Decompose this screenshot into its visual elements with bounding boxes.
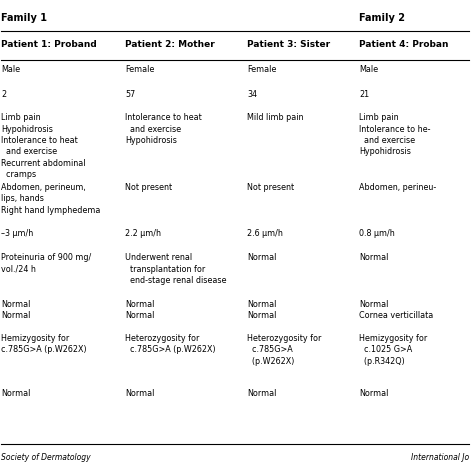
Text: Hemizygosity for
  c.1025 G>A
  (p.R342Q): Hemizygosity for c.1025 G>A (p.R342Q): [359, 334, 428, 365]
Text: Male: Male: [359, 65, 379, 74]
Text: Normal
Normal: Normal Normal: [1, 300, 31, 320]
Text: Hemizygosity for
c.785G>A (p.W262X): Hemizygosity for c.785G>A (p.W262X): [1, 334, 87, 354]
Text: Normal
Normal: Normal Normal: [247, 300, 276, 320]
Text: Normal
Cornea verticillata: Normal Cornea verticillata: [359, 300, 434, 320]
Text: Limb pain
Hypohidrosis
Intolerance to heat
  and exercise
Recurrent abdominal
  : Limb pain Hypohidrosis Intolerance to he…: [1, 113, 86, 179]
Text: Normal: Normal: [126, 389, 155, 398]
Text: Abdomen, perineum,
lips, hands
Right hand lymphedema: Abdomen, perineum, lips, hands Right han…: [1, 183, 101, 215]
Text: Society of Dermatology: Society of Dermatology: [1, 453, 91, 462]
Text: Limb pain
Intolerance to he-
  and exercise
Hypohidrosis: Limb pain Intolerance to he- and exercis…: [359, 113, 431, 156]
Text: Normal: Normal: [359, 254, 389, 263]
Text: 34: 34: [247, 90, 257, 99]
Text: Patient 4: Proban: Patient 4: Proban: [359, 40, 449, 49]
Text: Male: Male: [1, 65, 20, 74]
Text: Normal: Normal: [247, 389, 276, 398]
Text: Intolerance to heat
  and exercise
Hypohidrosis: Intolerance to heat and exercise Hypohid…: [126, 113, 202, 145]
Text: –3 μm/h: –3 μm/h: [1, 229, 34, 238]
Text: Heterozygosity for
  c.785G>A (p.W262X): Heterozygosity for c.785G>A (p.W262X): [126, 334, 216, 354]
Text: Heterozygosity for
  c.785G>A
  (p.W262X): Heterozygosity for c.785G>A (p.W262X): [247, 334, 321, 365]
Text: Not present: Not present: [126, 183, 173, 192]
Text: Not present: Not present: [247, 183, 294, 192]
Text: International Jo: International Jo: [411, 453, 469, 462]
Text: Normal
Normal: Normal Normal: [126, 300, 155, 320]
Text: Abdomen, perineu-: Abdomen, perineu-: [359, 183, 437, 192]
Text: 0.8 μm/h: 0.8 μm/h: [359, 229, 395, 238]
Text: Proteinuria of 900 mg/
vol./24 h: Proteinuria of 900 mg/ vol./24 h: [1, 254, 91, 274]
Text: 57: 57: [126, 90, 136, 99]
Text: Patient 1: Proband: Patient 1: Proband: [1, 40, 97, 49]
Text: Female: Female: [126, 65, 155, 74]
Text: Underwent renal
  transplantation for
  end-stage renal disease: Underwent renal transplantation for end-…: [126, 254, 227, 285]
Text: Patient 2: Mother: Patient 2: Mother: [126, 40, 215, 49]
Text: Normal: Normal: [247, 254, 276, 263]
Text: Normal: Normal: [359, 389, 389, 398]
Text: Mild limb pain: Mild limb pain: [247, 113, 304, 122]
Text: 2.2 μm/h: 2.2 μm/h: [126, 229, 162, 238]
Text: Normal: Normal: [1, 389, 31, 398]
Text: Female: Female: [247, 65, 276, 74]
Text: 21: 21: [359, 90, 370, 99]
Text: 2.6 μm/h: 2.6 μm/h: [247, 229, 283, 238]
Text: Patient 3: Sister: Patient 3: Sister: [247, 40, 330, 49]
Text: 2: 2: [1, 90, 7, 99]
Text: Family 1: Family 1: [1, 13, 47, 23]
Text: Family 2: Family 2: [359, 13, 405, 23]
